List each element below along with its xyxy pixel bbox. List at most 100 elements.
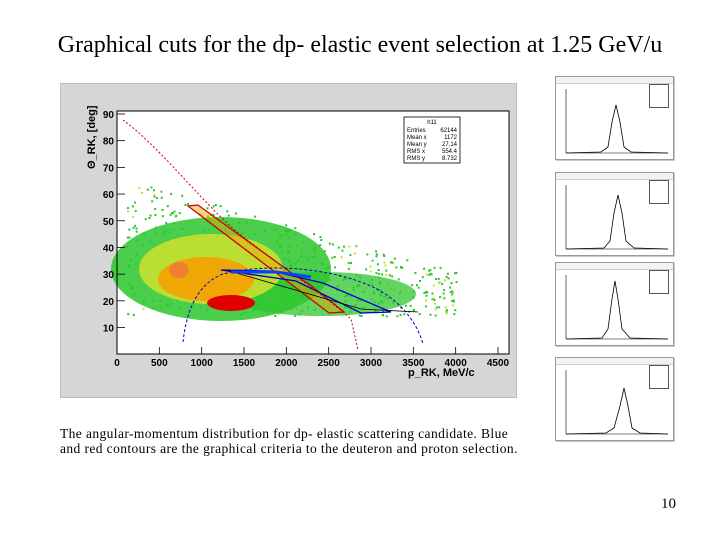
density-point: [396, 315, 399, 318]
density-point: [369, 265, 372, 268]
y-tick-label: 50: [103, 217, 115, 228]
density-point: [403, 313, 406, 316]
density-point: [331, 256, 334, 259]
stats-row-value: 554.4: [442, 149, 458, 155]
density-point: [391, 275, 394, 278]
density-point: [323, 250, 326, 253]
density-point: [141, 191, 144, 194]
density-point: [153, 189, 155, 192]
density-point: [254, 215, 257, 218]
density-point: [445, 310, 448, 313]
density-point: [393, 257, 396, 260]
density-point: [155, 197, 158, 199]
density-point: [397, 278, 400, 281]
projection-thumbnail-4: [555, 357, 674, 441]
density-point: [434, 314, 437, 317]
density-point: [337, 246, 340, 249]
density-point: [425, 294, 428, 297]
x-tick-label: 3500: [402, 358, 425, 369]
proton-kinematic-curve: [122, 119, 359, 351]
stats-row-value: 27.14: [442, 142, 458, 148]
density-point: [451, 300, 454, 302]
density-point: [331, 243, 334, 246]
density-point: [433, 297, 435, 300]
plot-frame: [116, 110, 510, 355]
deuteron-band: [231, 270, 312, 279]
density-point: [389, 274, 391, 277]
y-axis: 10 20 30 40 50 60 70 80 90: [103, 110, 125, 335]
density-point: [334, 266, 337, 269]
density-point: [447, 277, 450, 280]
density-point: [148, 217, 151, 219]
density-point: [277, 312, 280, 315]
density-point: [443, 289, 445, 292]
density-point: [132, 226, 135, 229]
density-point: [399, 314, 402, 317]
density-point: [449, 286, 452, 289]
x-axis: 0 500 1000 1500 2000 2500 3000 3500 4000 4500: [114, 347, 510, 369]
density-point: [235, 212, 238, 215]
projection-thumbnail-2: [555, 172, 674, 256]
density-point: [128, 236, 131, 239]
density-point: [132, 314, 135, 316]
density-point: [214, 204, 217, 207]
density-point: [371, 259, 374, 262]
y-axis-label: Θ_RK, [deg]: [86, 105, 98, 169]
density-point: [149, 214, 152, 217]
density-point: [385, 269, 388, 272]
density-point: [428, 269, 431, 272]
density-point: [128, 228, 131, 231]
slide-title: Graphical cuts for the dp- elastic event…: [57, 32, 663, 58]
density-point: [154, 214, 157, 217]
stats-row-value: 8.732: [442, 156, 458, 162]
stats-row-label: RMS y: [407, 156, 425, 162]
density-point: [431, 292, 434, 295]
x-tick-label: 4500: [487, 358, 510, 369]
stats-row-label: Mean x: [407, 135, 427, 141]
y-tick-label: 20: [103, 297, 115, 308]
main-plot-panel: 0 500 1000 1500 2000 2500 3000 3500 4000 4500 10 2…: [60, 83, 517, 398]
density-point: [161, 215, 164, 218]
x-tick-label: 0: [114, 358, 120, 369]
density-point: [409, 304, 412, 307]
density-point: [446, 272, 449, 275]
scatter-plot: 0 500 1000 1500 2000 2500 3000 3500 4000 4500 10 2…: [86, 105, 510, 379]
density-point: [419, 280, 422, 282]
density-point: [285, 224, 288, 227]
y-tick-label: 70: [103, 163, 115, 174]
figure-caption: The angular-momentum distribution for dp…: [60, 426, 518, 456]
density-point: [412, 308, 415, 311]
density-point: [135, 230, 138, 233]
density-point: [212, 214, 215, 216]
density-point: [443, 297, 446, 300]
density-point: [429, 313, 432, 316]
density-point: [207, 215, 209, 218]
density-point: [319, 236, 322, 239]
density-point: [425, 299, 427, 302]
density-point: [425, 305, 428, 308]
density-point: [451, 304, 454, 307]
density-point: [146, 188, 149, 191]
density-point: [274, 315, 277, 317]
density-point: [127, 210, 130, 213]
density-point: [443, 279, 446, 282]
density-point: [181, 194, 184, 197]
x-axis-label: p_RK, MeV/c: [408, 367, 475, 379]
projection-thumbnail-1: [555, 76, 674, 160]
density-point: [366, 253, 369, 256]
thumbnail-plot-1: [565, 89, 669, 154]
density-point: [347, 267, 350, 270]
density-point: [144, 218, 147, 221]
stats-row-label: Mean y: [407, 142, 427, 148]
density-point: [333, 255, 336, 258]
density-point: [416, 284, 418, 287]
density-point: [418, 313, 421, 316]
stats-box: h11 Entries 62144 Mean x 1172 Mean y 27.14 RMS…: [403, 116, 461, 164]
y-tick-label: 10: [103, 324, 115, 335]
density-point: [171, 212, 174, 215]
density-point: [360, 315, 363, 317]
density-point: [127, 313, 130, 316]
density-point: [432, 284, 435, 287]
y-tick-label: 40: [103, 243, 115, 254]
density-point: [375, 255, 378, 258]
